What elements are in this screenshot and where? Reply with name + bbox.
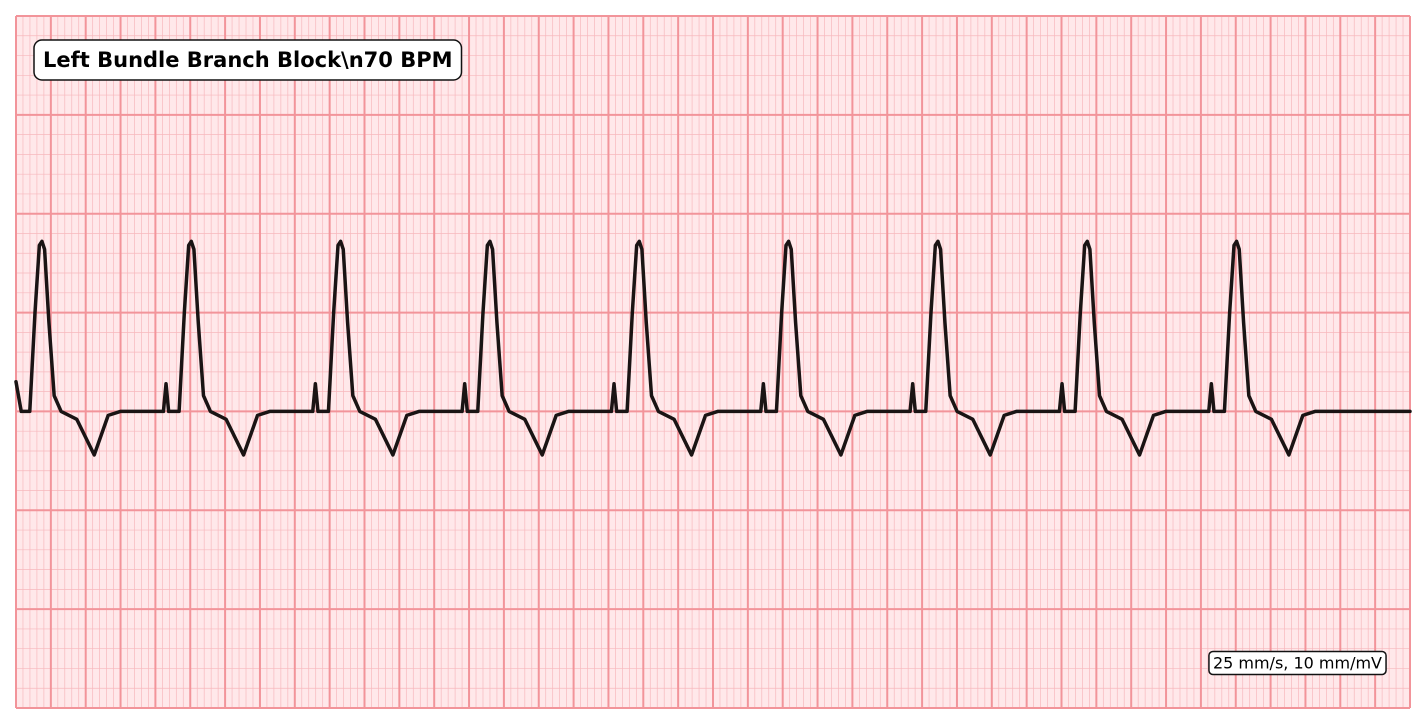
trace: [14, 239, 1412, 457]
annotation-box: [1208, 650, 1387, 676]
title-box: [33, 39, 463, 81]
annotation: 25 mm/s, 10 mm/mV: [1213, 654, 1382, 673]
chart-title: Left Bundle Branch Block\n70 BPM: [43, 48, 453, 72]
grid: [15, 15, 1411, 709]
ecg-trace: [14, 239, 1412, 457]
